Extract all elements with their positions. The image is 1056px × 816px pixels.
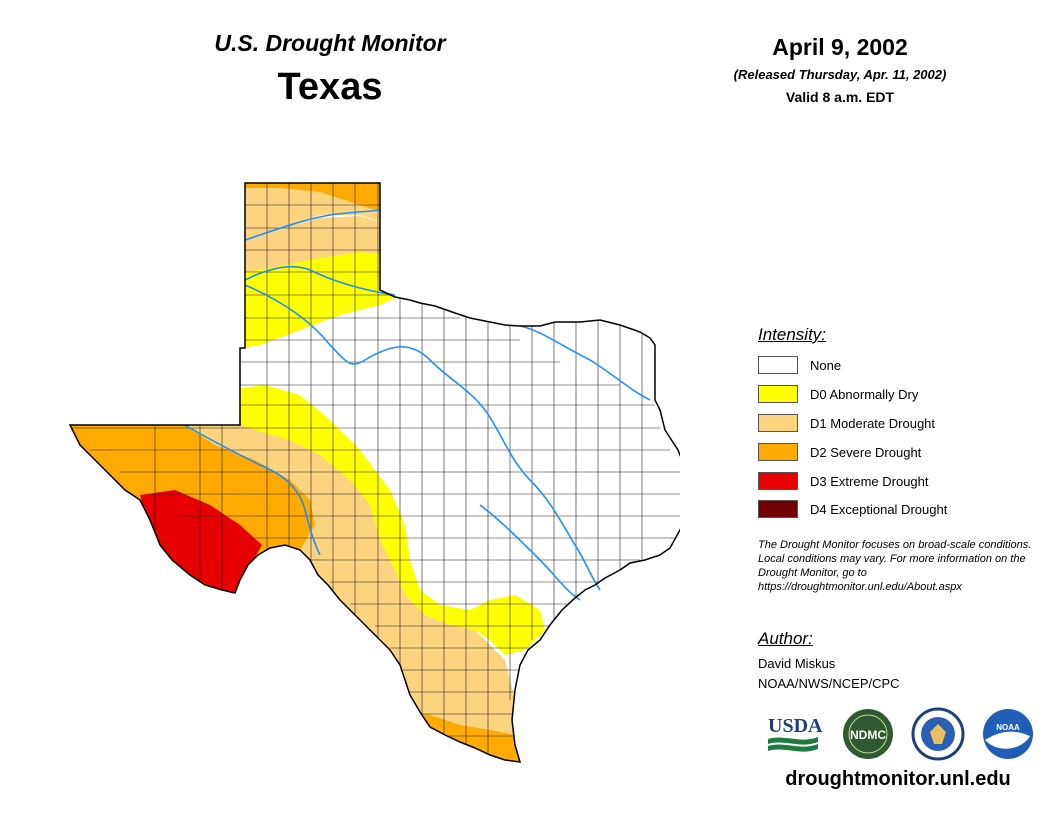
ndmc-logo-text: NDMC <box>850 728 886 742</box>
usda-logo: USDA <box>768 715 823 752</box>
noaa-logo: NOAA <box>983 709 1033 759</box>
state-name: Texas <box>277 66 383 108</box>
release-date: (Released Thursday, Apr. 11, 2002) <box>733 67 947 82</box>
legend-item-d3: D3 Extreme Drought <box>758 470 929 492</box>
info-note: The Drought Monitor focuses on broad-sca… <box>758 539 1032 593</box>
legend-item-none: None <box>758 354 841 376</box>
map-title: U.S. Drought Monitor <box>214 30 446 56</box>
legend-swatch-d3 <box>758 472 798 490</box>
noaa-logo-text: NOAA <box>996 723 1020 732</box>
website-url[interactable]: droughtmonitor.unl.edu <box>785 768 1011 790</box>
legend-item-d1: D1 Moderate Drought <box>758 412 935 434</box>
partner-logos: USDA NDMC NOAA <box>768 707 1033 761</box>
legend-label: D1 Moderate Drought <box>810 415 936 431</box>
legend-label: D0 Abnormally Dry <box>810 386 919 402</box>
legend-swatch-d1 <box>758 414 798 432</box>
legend-label: D4 Exceptional Drought <box>810 501 948 517</box>
author-title: Author: <box>758 629 813 648</box>
valid-time: Valid 8 a.m. EDT <box>785 89 895 105</box>
legend-item-d0: D0 Abnormally Dry <box>758 383 918 405</box>
map-date: April 9, 2002 <box>772 34 908 60</box>
legend-swatch-d2 <box>758 443 798 461</box>
legend-item-d2: D2 Severe Drought <box>758 441 921 463</box>
texas-drought-map <box>69 182 680 763</box>
legend-label: None <box>810 357 842 373</box>
legend-item-d4: D4 Exceptional Drought <box>758 498 947 520</box>
legend-swatch-none <box>758 356 798 374</box>
legend-label: D2 Severe Drought <box>810 444 922 460</box>
author-org: NOAA/NWS/NCEP/CPC <box>758 676 900 691</box>
doc-logo <box>911 707 965 761</box>
ndmc-logo: NDMC <box>843 709 893 759</box>
legend-swatch-d4 <box>758 500 798 518</box>
legend-title: Intensity: <box>758 325 827 344</box>
legend-swatch-d0 <box>758 385 798 403</box>
legend-label: D3 Extreme Drought <box>810 473 929 489</box>
author-name: David Miskus <box>758 656 836 671</box>
usda-logo-text: USDA <box>768 715 823 737</box>
